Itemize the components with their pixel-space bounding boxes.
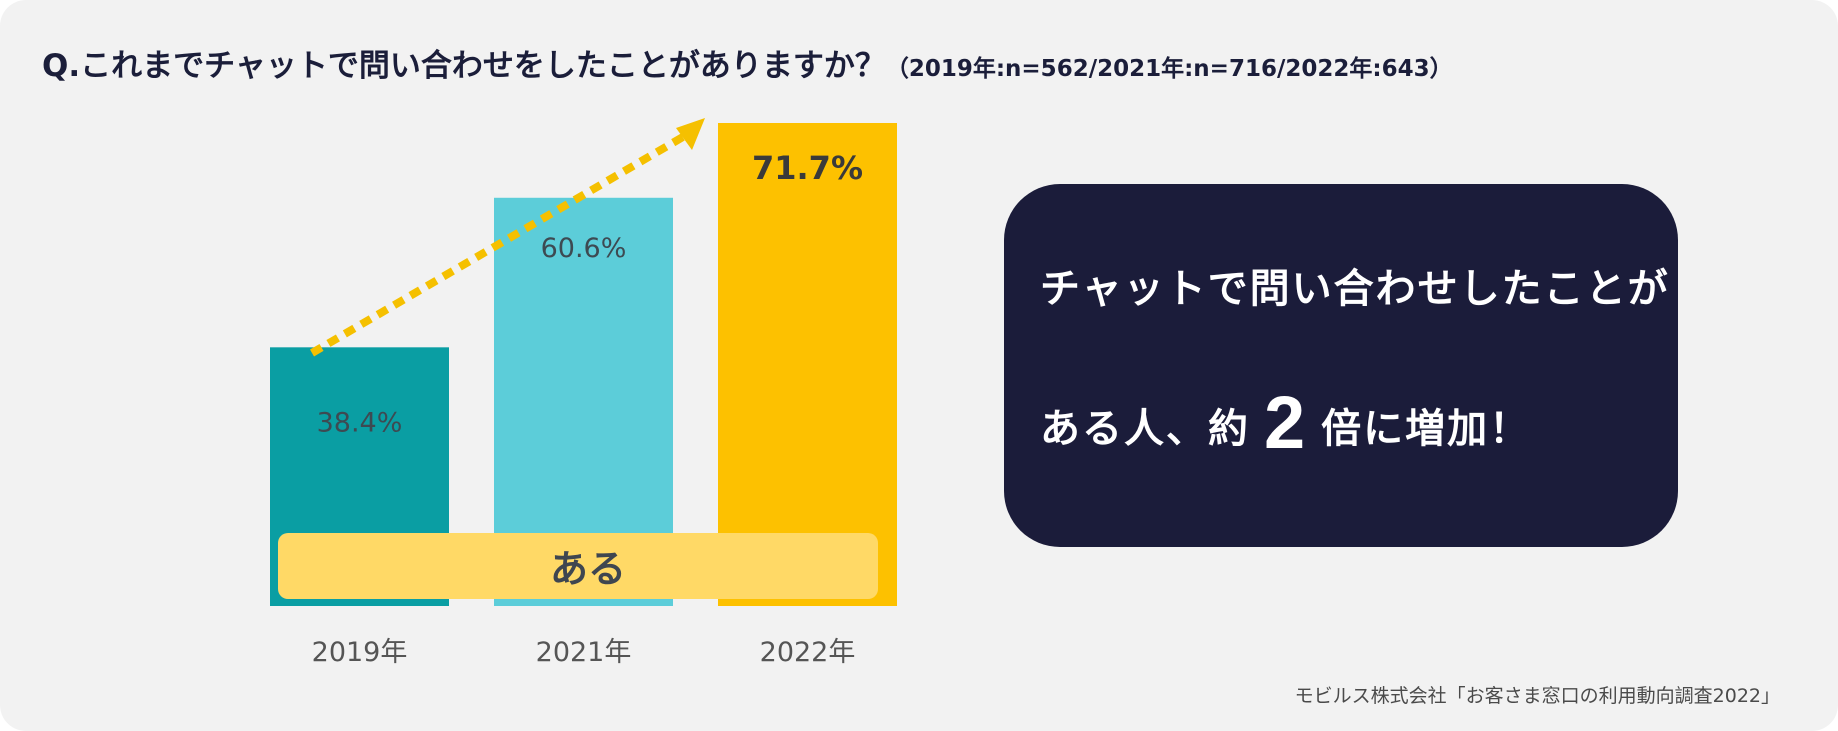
- sample-size-note: （2019年:n=562/2021年:n=716/2022年:643）: [885, 56, 1453, 82]
- legend-band: [278, 533, 878, 599]
- data-label-0: 38.4%: [317, 407, 403, 438]
- callout-line-1: チャットで問い合わせしたことが: [1040, 266, 1670, 312]
- callout-number: 2: [1264, 381, 1308, 464]
- callout-line-2: ある人、約 2 倍に増加！: [1040, 374, 1532, 464]
- x-tick-label-1: 2021年: [536, 637, 632, 668]
- data-label-2: 71.7%: [752, 149, 863, 187]
- question-title: Q.これまでチャットで問い合わせをしたことがありますか？（2019年:n=562…: [42, 40, 1453, 85]
- callout-suffix: 倍に増加！: [1321, 406, 1532, 452]
- x-tick-label-0: 2019年: [312, 637, 408, 668]
- bar-2: [718, 123, 897, 606]
- source-credit: モビルス株式会社「お客さま窓口の利用動向調査2022」: [1294, 685, 1780, 707]
- band-label: ある: [550, 547, 626, 591]
- callout-panel: チャットで問い合わせしたことが ある人、約 2 倍に増加！: [1004, 184, 1678, 547]
- question-text: Q.これまでチャットで問い合わせをしたことがありますか？: [42, 48, 886, 84]
- trend-arrow-line: [309, 130, 691, 357]
- x-tick-label-2: 2022年: [760, 637, 856, 668]
- callout-prefix: ある人、約: [1040, 406, 1250, 452]
- data-label-1: 60.6%: [541, 233, 627, 264]
- trend-arrow-head: [676, 118, 705, 150]
